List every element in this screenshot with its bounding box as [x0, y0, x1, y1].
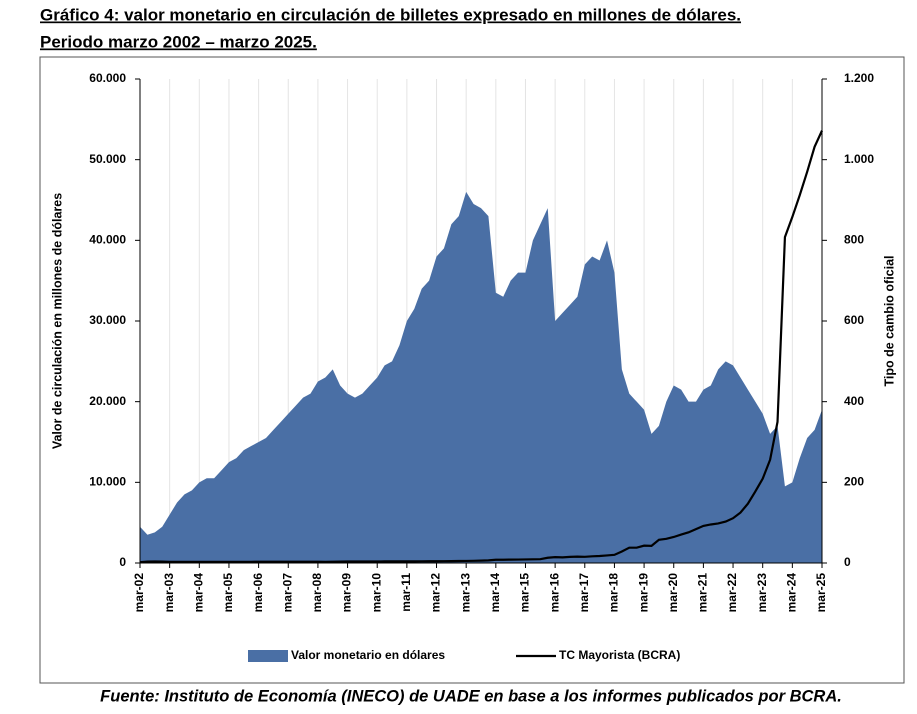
y2-tick-label: 1.000: [844, 152, 874, 166]
y2-axis-title: Tipo de cambio oficial: [882, 255, 896, 386]
x-tick-label: mar-05: [221, 573, 235, 613]
x-tick-label: mar-06: [251, 573, 265, 613]
x-tick-label: mar-22: [725, 573, 739, 613]
x-tick-label: mar-17: [577, 573, 591, 613]
x-tick-label: mar-16: [547, 573, 561, 613]
chart-title: Gráfico 4: valor monetario en circulació…: [40, 5, 741, 24]
source-note: Fuente: Instituto de Economía (INECO) de…: [100, 687, 842, 705]
y-tick-label: 20.000: [89, 394, 126, 408]
y-tick-label: 60.000: [89, 71, 126, 85]
x-tick-label: mar-04: [191, 573, 205, 613]
y2-tick-label: 800: [844, 233, 864, 247]
x-tick-label: mar-13: [458, 573, 472, 613]
line: [139, 130, 823, 564]
y2-tick-label: 400: [844, 394, 864, 408]
x-tick-label: mar-25: [814, 573, 828, 613]
x-tick-label: mar-23: [755, 573, 769, 613]
x-tick-label: mar-02: [132, 573, 146, 613]
y-axis-title: Valor de circulación en millones de dóla…: [50, 193, 64, 449]
y-tick-label: 40.000: [89, 233, 126, 247]
y-tick-label: 50.000: [89, 152, 126, 166]
x-tick-label: mar-24: [785, 573, 799, 613]
y2-tick-label: 0: [844, 555, 851, 569]
x-tick-label: mar-14: [488, 573, 502, 613]
legend-swatch: [248, 650, 288, 662]
y-tick-label: 0: [119, 555, 126, 569]
x-tick-label: mar-18: [607, 573, 621, 613]
y-tick-label: 30.000: [89, 313, 126, 327]
y2-tick-label: 1.200: [844, 71, 874, 85]
x-tick-label: mar-07: [280, 573, 294, 613]
y-tick-label: 10.000: [89, 475, 126, 489]
x-tick-label: mar-11: [399, 573, 413, 612]
x-tick-label: mar-10: [369, 573, 383, 613]
x-tick-label: mar-20: [666, 573, 680, 613]
x-tick-label: mar-08: [310, 573, 324, 613]
x-tick-label: mar-19: [636, 573, 650, 613]
legend-label: Valor monetario en dólares: [291, 648, 445, 662]
legend-label: TC Mayorista (BCRA): [559, 648, 680, 662]
x-tick-label: mar-03: [162, 573, 176, 613]
x-tick-label: mar-09: [340, 573, 354, 613]
y2-tick-label: 200: [844, 475, 864, 489]
x-tick-label: mar-21: [696, 573, 710, 613]
y2-tick-label: 600: [844, 313, 864, 327]
area: [140, 191, 822, 563]
x-tick-label: mar-12: [429, 573, 443, 613]
chart-frame: [39, 56, 905, 684]
chart-subtitle: Periodo marzo 2002 – marzo 2025.: [40, 32, 317, 51]
x-tick-label: mar-15: [518, 573, 532, 613]
